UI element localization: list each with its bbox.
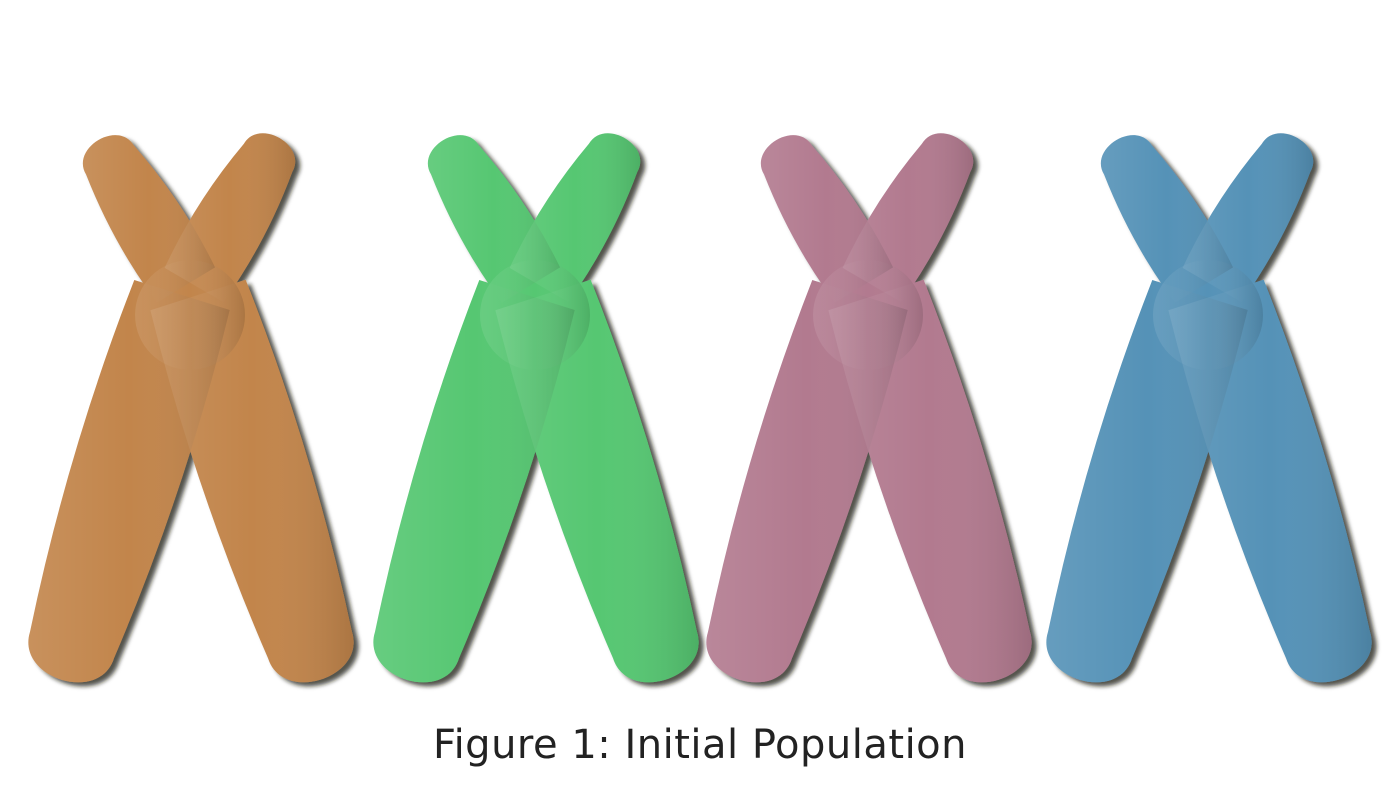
chromosome-blue-arm-2-shading	[1182, 133, 1314, 303]
chromosome-orange-arm-2-shading	[164, 133, 296, 303]
chromosome-green-arm-2-shading	[509, 133, 641, 303]
chromosome-orange-arm-4-shading	[150, 279, 354, 683]
chromosome-blue-centromere-shading	[1153, 260, 1263, 370]
chromosome-green-arm-4-shading	[495, 279, 699, 683]
chromosome-pink-arm-4-shading	[828, 279, 1032, 683]
chromosome-green-centromere-shading	[480, 260, 590, 370]
chromosome-pink-centromere-shading	[813, 260, 923, 370]
chromosome-pink-arm-2-shading	[842, 133, 974, 303]
chromosome-orange-shading	[28, 133, 354, 683]
chromosome-blue-shading	[1046, 133, 1372, 683]
chromosome-orange-centromere-shading	[135, 260, 245, 370]
chromosome-green-shading	[373, 133, 699, 683]
chromosome-blue-arm-4-shading	[1168, 279, 1372, 683]
figure-caption: Figure 1: Initial Population	[432, 722, 968, 768]
chromosome-pink-shading	[706, 133, 1032, 683]
